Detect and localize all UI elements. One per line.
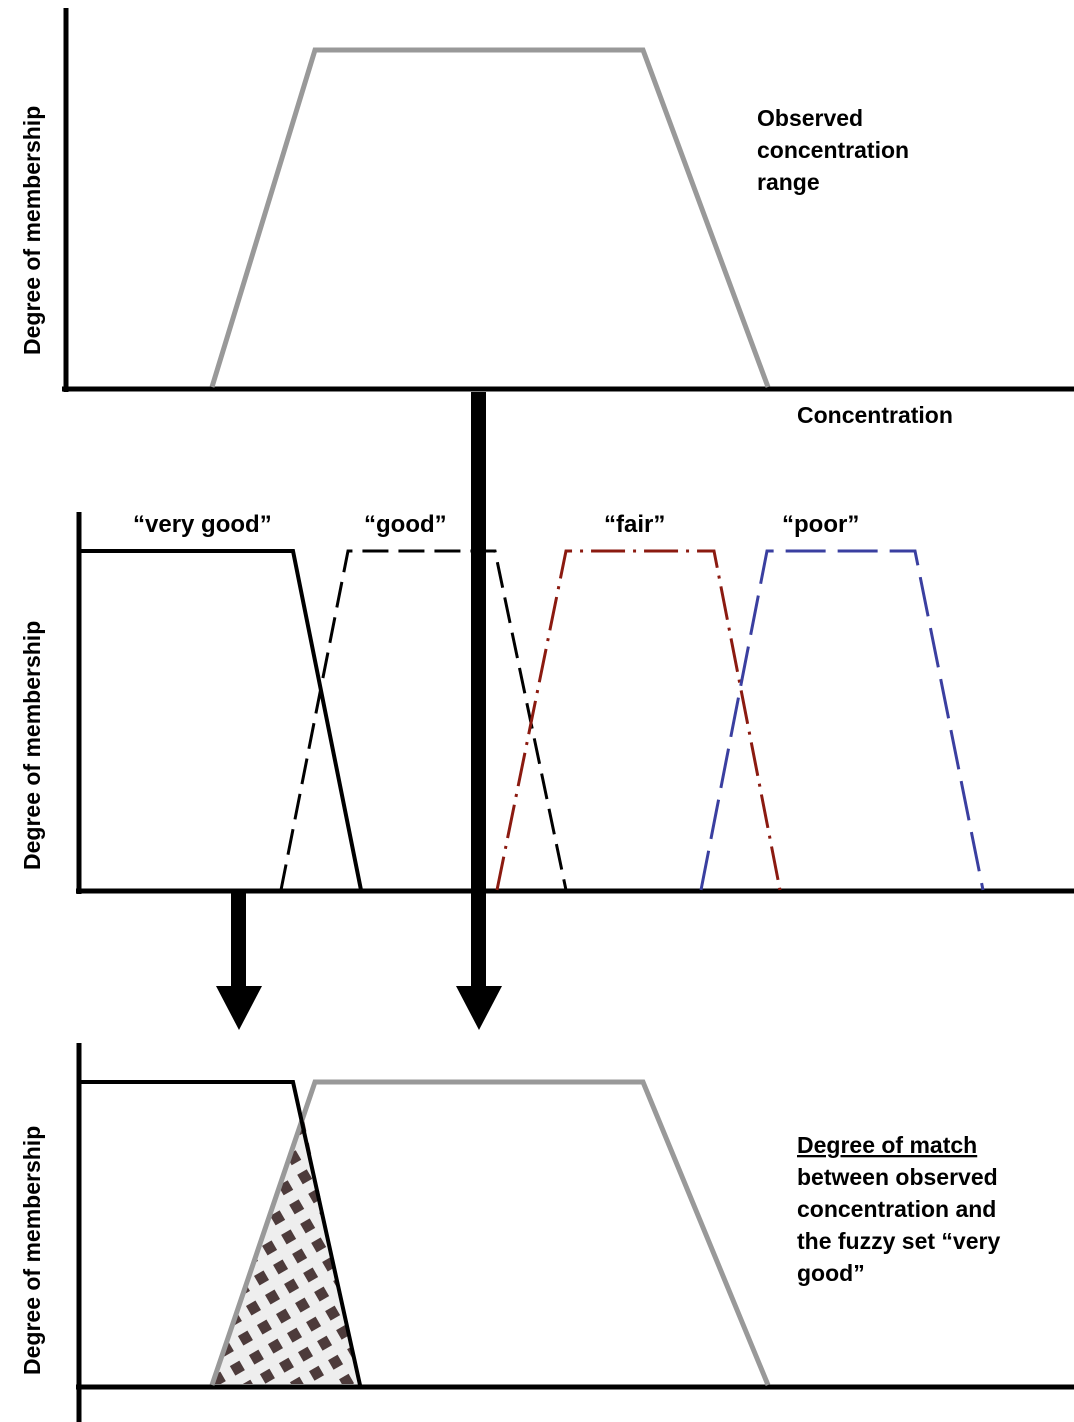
bottom-y-axis-label: Degree of membership: [19, 1126, 45, 1375]
bottom-annotation-line-4: good”: [797, 1260, 865, 1286]
bottom-panel: Degree of membership Degree of match bet…: [19, 1043, 1074, 1422]
very-good-arrow-head: [216, 986, 262, 1030]
set-fair-curve: [495, 549, 782, 891]
observed-arrow-head: [456, 986, 502, 1030]
bottom-annotation-heading: Degree of match: [797, 1132, 977, 1158]
set-fair-label: “fair”: [604, 511, 665, 538]
set-good-label: “good”: [364, 511, 447, 538]
bottom-annotation-line-2: concentration and: [797, 1196, 996, 1222]
bottom-annotation-line-3: the fuzzy set “very: [797, 1228, 1000, 1254]
middle-y-axis-label: Degree of membership: [19, 621, 45, 870]
set-good-curve: [279, 549, 568, 891]
very-good-arrow-shaft: [231, 893, 246, 988]
bottom-observed-range-trapezoid: [209, 1079, 771, 1386]
connector-arrows: [216, 392, 502, 1030]
set-poor-curve: [699, 549, 985, 891]
set-very-good-curve: [80, 549, 363, 891]
bottom-annotation-line-1: between observed: [797, 1164, 998, 1190]
top-annotation-line-1: Observed: [757, 105, 863, 131]
top-x-axis-label: Concentration: [797, 402, 953, 428]
top-y-axis-label: Degree of membership: [19, 106, 45, 355]
bottom-very-good-curve: [80, 1080, 362, 1386]
set-poor-label: “poor”: [782, 511, 859, 538]
overlap-region: [213, 1120, 360, 1384]
top-panel: Degree of membership Concentration Obser…: [19, 8, 1074, 428]
top-annotation-line-2: concentration: [757, 137, 909, 163]
observed-range-trapezoid: [209, 47, 771, 388]
top-annotation-line-3: range: [757, 169, 820, 195]
middle-panel: “very good” “good” “fair” “poor” Degree …: [19, 511, 1074, 894]
set-very-good-label: “very good”: [133, 511, 272, 538]
observed-arrow-shaft: [471, 392, 486, 988]
